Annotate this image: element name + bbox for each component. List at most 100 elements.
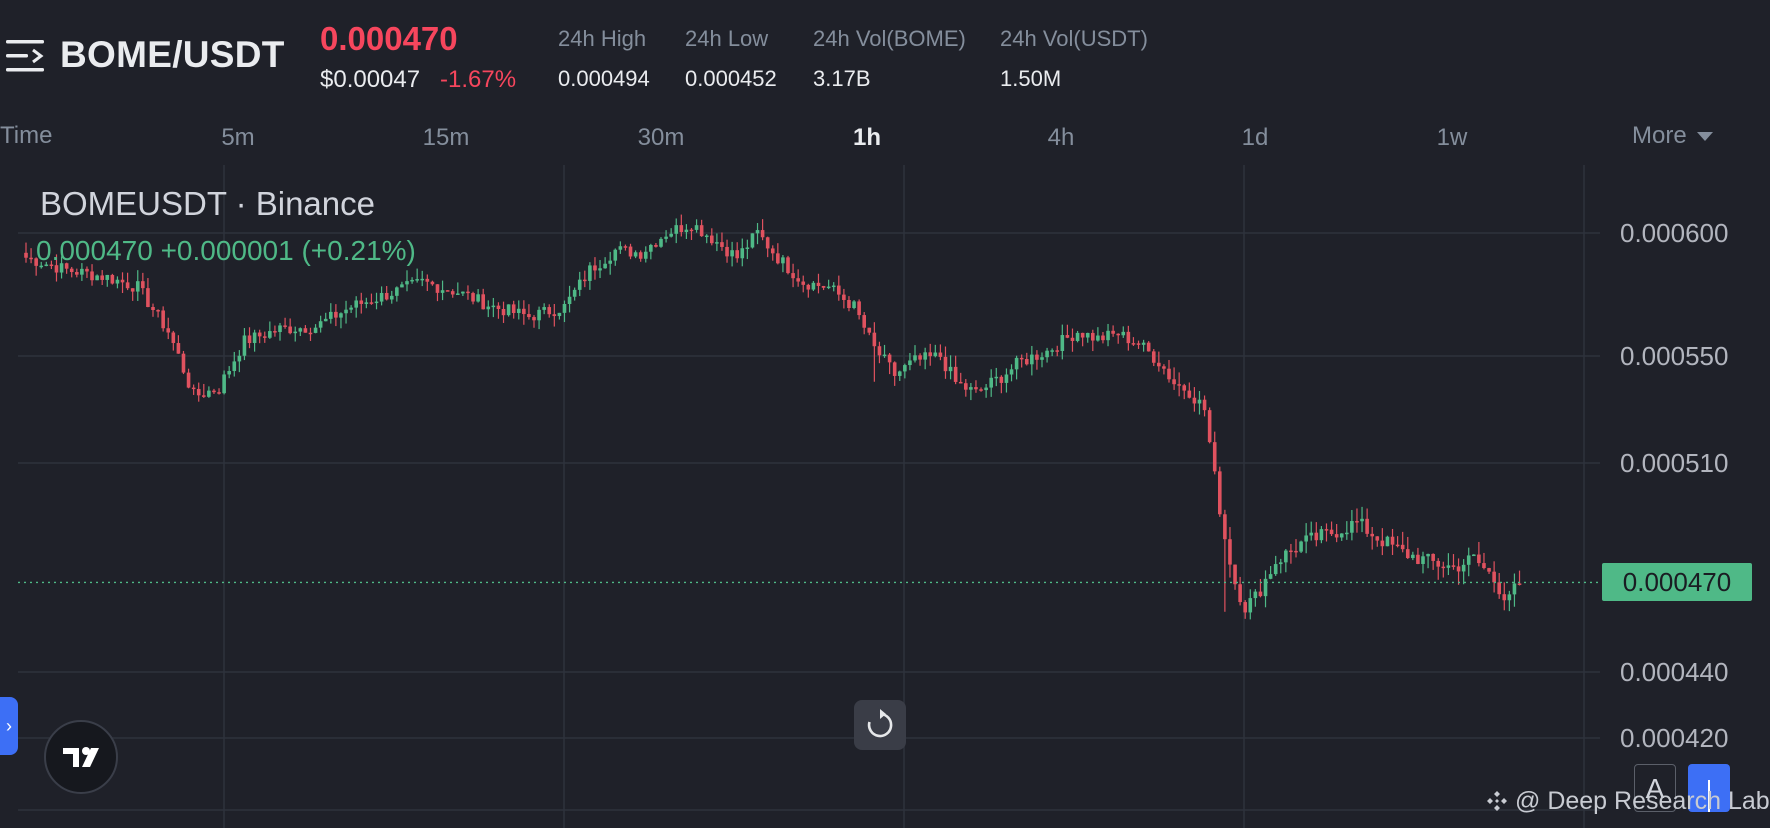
- candle-body: [1055, 350, 1060, 352]
- candle-body: [405, 281, 409, 285]
- candle-body: [588, 265, 592, 281]
- trading-pair-title[interactable]: BOME/USDT: [60, 34, 285, 75]
- timeframe-4h[interactable]: 4h: [1047, 124, 1075, 151]
- change-percent: -1.67%: [440, 66, 517, 93]
- refresh-icon: [867, 709, 893, 738]
- more-timeframes-button[interactable]: More: [1632, 122, 1713, 150]
- candle-body: [273, 331, 277, 333]
- candle-body: [1456, 566, 1461, 572]
- candle-body: [1151, 351, 1156, 363]
- auto-scale-button[interactable]: A: [1634, 764, 1676, 812]
- candle-body: [1045, 350, 1049, 358]
- candle-body: [486, 306, 491, 310]
- candle-body: [95, 275, 99, 281]
- candle-body: [242, 335, 247, 356]
- tradingview-logo-icon[interactable]: [44, 720, 118, 794]
- candle-body: [496, 305, 501, 310]
- candle-body: [24, 252, 28, 258]
- candle-body: [897, 371, 902, 376]
- candle-body: [491, 305, 496, 308]
- candle-body: [1096, 335, 1100, 341]
- timeframe-1h[interactable]: 1h: [852, 124, 882, 151]
- candle-body: [359, 300, 364, 304]
- candle-body: [1024, 359, 1029, 365]
- candle-body: [1314, 532, 1319, 541]
- timeframe-1d[interactable]: 1d: [1241, 124, 1269, 151]
- candle-body: [725, 246, 729, 257]
- candle-body: [212, 390, 216, 393]
- candle-body: [1233, 564, 1237, 585]
- candle-body: [852, 301, 856, 309]
- candle-body: [953, 366, 958, 382]
- candle-body: [1507, 594, 1512, 601]
- y-tick-label: 0.000440: [1620, 657, 1728, 687]
- candle-body: [862, 315, 866, 328]
- candle-body: [821, 285, 826, 288]
- stat-value: 0.000494: [558, 66, 650, 91]
- log-scale-button[interactable]: [1688, 764, 1730, 812]
- stat-value: 3.17B: [813, 66, 871, 91]
- candle-body: [1385, 536, 1390, 547]
- candle-body: [669, 233, 673, 237]
- candle-body: [765, 237, 770, 249]
- timeframe-bar: Time 5m 15m 30m 1h 4h 1d 1w More: [0, 118, 1770, 160]
- chart-legend-title: BOMEUSDT · Binance: [40, 185, 375, 222]
- candle-body: [791, 273, 795, 279]
- candle-body: [776, 253, 780, 264]
- candle-body: [552, 314, 557, 317]
- candle-body: [1461, 564, 1466, 572]
- candle-body: [1472, 554, 1476, 557]
- candle-body: [100, 275, 104, 280]
- candle-body: [603, 263, 607, 269]
- price-chart[interactable]: 0.000600 0.000550 0.000510 0.000440 0.000420…: [0, 165, 1770, 828]
- candle-body: [283, 325, 287, 327]
- candle-body: [354, 300, 358, 308]
- candle-body: [1253, 591, 1258, 599]
- timeframe-time[interactable]: Time: [0, 122, 53, 149]
- candle-body: [567, 296, 572, 304]
- menu-icon[interactable]: [6, 38, 48, 74]
- candlestick-chart[interactable]: 0.000600 0.000550 0.000510 0.000440 0.000420: [0, 165, 1770, 828]
- candle-body: [222, 374, 226, 394]
- candle-body: [1446, 565, 1451, 568]
- candle-body: [572, 289, 577, 297]
- reset-chart-button[interactable]: [854, 700, 906, 750]
- candle-body: [1497, 582, 1501, 595]
- candle-body: [247, 335, 252, 344]
- candle-body: [171, 332, 176, 344]
- timeframe-5m[interactable]: 5m: [221, 124, 255, 151]
- candle-body: [1431, 553, 1435, 561]
- candle-body: [1004, 374, 1009, 383]
- candle-body: [29, 257, 33, 260]
- candle-body: [323, 318, 328, 322]
- timeframe-1w[interactable]: 1w: [1436, 124, 1468, 151]
- candle-body: [1451, 565, 1456, 567]
- candle-body: [659, 238, 663, 247]
- candle-body: [760, 230, 765, 238]
- candle-body: [1157, 362, 1161, 367]
- candle-body: [334, 311, 338, 318]
- candle-body: [1284, 550, 1288, 563]
- candle-body: [608, 260, 612, 264]
- expand-drawer-handle[interactable]: ›: [0, 697, 18, 755]
- stat-24h-high: 24h High 0.000494: [558, 26, 650, 92]
- stat-label: 24h Vol(BOME): [813, 26, 966, 51]
- candle-body: [1390, 536, 1395, 545]
- candle-body: [445, 290, 450, 292]
- candle-body: [577, 279, 582, 290]
- candle-body: [842, 294, 846, 300]
- timeframe-15m[interactable]: 15m: [422, 124, 470, 151]
- candle-body: [1319, 529, 1324, 541]
- candle-body: [440, 290, 445, 293]
- candle-body: [847, 299, 851, 309]
- candle-body: [1441, 566, 1446, 569]
- candle-body: [293, 331, 298, 334]
- candle-body: [1243, 602, 1247, 613]
- candle-body: [374, 301, 379, 304]
- candle-body: [1426, 553, 1430, 557]
- candle-body: [781, 257, 785, 264]
- watermark: @ Deep Research Lab: [1485, 787, 1770, 816]
- candle-body: [49, 264, 54, 267]
- timeframe-30m[interactable]: 30m: [637, 124, 685, 151]
- caret-down-icon: [1696, 132, 1713, 142]
